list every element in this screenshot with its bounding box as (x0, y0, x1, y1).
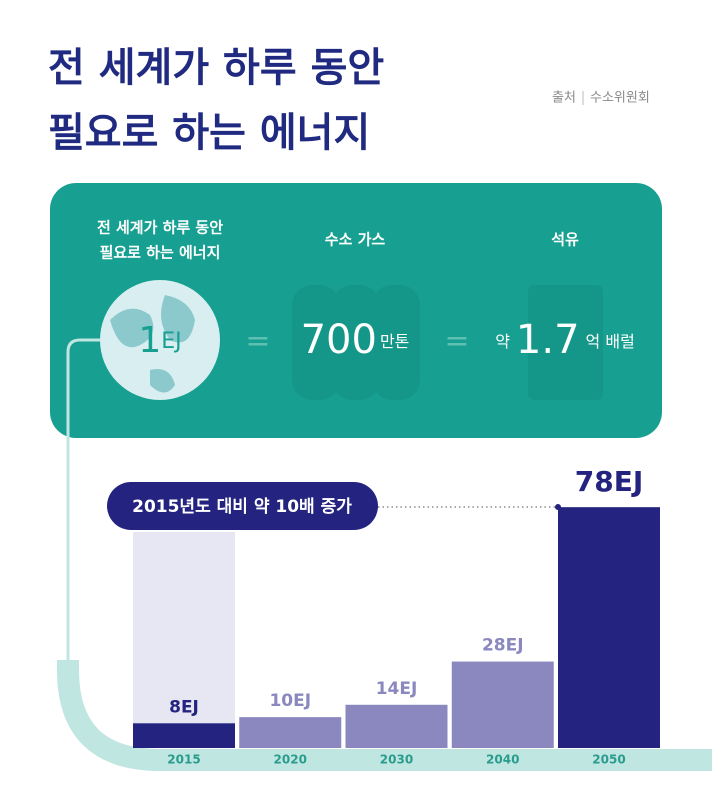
value: 1.7 (516, 317, 580, 363)
barrel-icon (528, 285, 603, 400)
baseline-band (57, 660, 712, 771)
prefix: 약 (495, 332, 510, 351)
annotation-pill (107, 482, 378, 530)
x-tick-label: 2050 (592, 753, 625, 767)
bar (345, 704, 448, 748)
bars: 8EJ 2015 10EJ 2020 14EJ 2030 28EJ 2040 78EJ 2050 (133, 465, 660, 767)
bar (451, 661, 554, 748)
bar (558, 507, 660, 748)
column-label: 전 세계가 하루 동안 (97, 219, 223, 237)
value: 700 (301, 317, 377, 363)
source-label: 출처 (552, 91, 576, 106)
source: 수소위원회 (590, 91, 650, 106)
tank-icons (292, 285, 420, 400)
bar (239, 717, 342, 748)
unit: 억 배럴 (586, 332, 635, 351)
title-line: 전 세계가 하루 동안 (48, 45, 384, 91)
value-label: 78EJ (575, 465, 644, 498)
column-value: 700 만톤 (301, 317, 410, 363)
column-label: 수소 가스 (325, 231, 386, 249)
column-value: 약 1.7 억 배럴 (495, 317, 635, 363)
connector (66, 338, 100, 660)
column-label: 석유 (551, 231, 579, 249)
globe-land (110, 295, 195, 393)
unit: 만톤 (380, 332, 409, 351)
bar (133, 723, 235, 748)
equals: = (444, 324, 469, 359)
x-tick-label: 2020 (274, 753, 307, 767)
value-label: 14EJ (376, 679, 418, 699)
highlight-column (133, 532, 235, 748)
column-label: 필요로 하는 에너지 (100, 244, 221, 262)
annotation: 2015년도 대비 약 10배 증가 (132, 496, 352, 517)
title-line: 필요로 하는 에너지 (48, 110, 370, 156)
value: 1 (138, 320, 161, 361)
annotation-dot (555, 504, 561, 510)
value-label: 28EJ (482, 636, 524, 656)
x-tick-label: 2015 (167, 753, 200, 767)
equals: = (245, 324, 270, 359)
column-value: 1EJ (138, 320, 181, 361)
x-tick-label: 2040 (486, 753, 519, 767)
value-label: 8EJ (169, 697, 199, 717)
x-tick-label: 2030 (380, 753, 413, 767)
value-label: 10EJ (269, 691, 311, 711)
unit: EJ (161, 329, 181, 354)
